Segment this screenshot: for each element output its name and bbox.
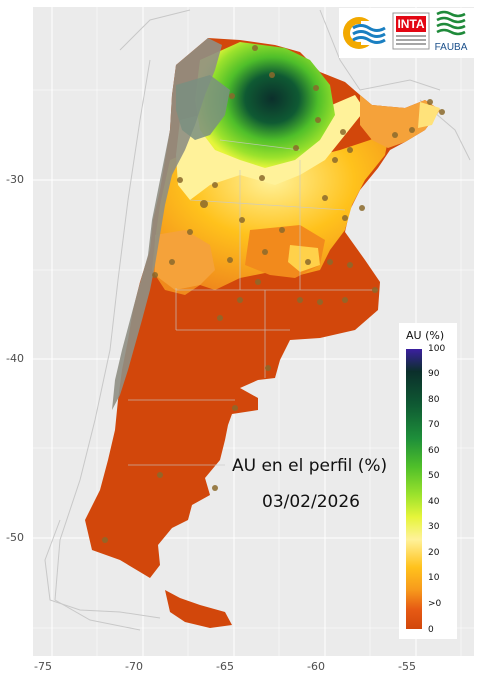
- legend-color-bar: [406, 349, 422, 629]
- circle-wave-logo-icon: [343, 17, 386, 49]
- map-date: 03/02/2026: [262, 492, 360, 512]
- province-borders: [128, 139, 378, 466]
- legend-tick: 90: [428, 369, 440, 379]
- x-tick-label: -70: [125, 660, 143, 673]
- legend-tick: 70: [428, 420, 440, 430]
- legend-tick: 40: [428, 497, 440, 507]
- inta-logo-text: INTA: [397, 17, 424, 31]
- x-tick-label: -65: [216, 660, 234, 673]
- legend-tick: 80: [428, 395, 440, 405]
- color-legend: AU (%) 100 90 80 70 60 50 40 30 20 10 >0…: [399, 323, 457, 639]
- orange-patch-west: [155, 230, 215, 290]
- legend-tick: 30: [428, 522, 440, 532]
- legend-tick: >0: [428, 599, 442, 609]
- legend-title: AU (%): [406, 329, 445, 342]
- logo-graphics: INTA FAUBA: [343, 10, 468, 53]
- no-data-mountain-mask: [112, 38, 222, 410]
- x-tick-label: -60: [307, 660, 325, 673]
- yellow-patch: [288, 245, 320, 272]
- legend-tick: 60: [428, 446, 440, 456]
- tierra-del-fuego: [165, 590, 232, 628]
- legend-tick: 0: [428, 625, 434, 635]
- wet-core: [195, 42, 335, 168]
- no-data-puna: [176, 75, 230, 140]
- logo-strip: INTA FAUBA: [339, 8, 474, 58]
- misiones-yellow: [418, 102, 440, 128]
- legend-tick: 10: [428, 573, 440, 583]
- y-tick-label: -50: [6, 531, 24, 544]
- x-tick-label: -55: [398, 660, 416, 673]
- map-title: AU en el perfil (%): [232, 456, 388, 476]
- fauba-logo-text: FAUBA: [435, 42, 468, 53]
- station-points: [102, 45, 445, 543]
- x-tick-label: -75: [34, 660, 52, 673]
- y-tick-label: -40: [6, 352, 24, 365]
- inta-logo-icon: INTA: [392, 12, 430, 50]
- y-tick-label: -30: [6, 173, 24, 186]
- fauba-logo-icon: FAUBA: [435, 10, 468, 53]
- legend-tick: 50: [428, 471, 440, 481]
- legend-tick: 100: [428, 344, 446, 354]
- legend-tick: 20: [428, 548, 440, 558]
